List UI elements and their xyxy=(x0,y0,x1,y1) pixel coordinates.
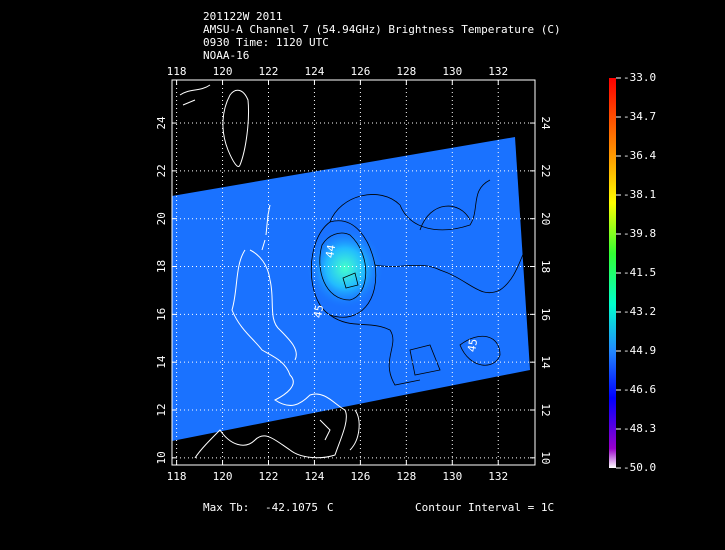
lon-label: 130 xyxy=(442,65,462,78)
lat-label: 12 xyxy=(155,403,168,416)
lon-label: 132 xyxy=(488,470,508,483)
colorbar-label: -44.9 xyxy=(623,344,656,357)
colorbar-label: -33.0 xyxy=(623,71,656,84)
lon-label: 118 xyxy=(167,65,187,78)
map-frame xyxy=(171,79,536,466)
coastlines xyxy=(179,84,360,459)
colorbar-label: -41.5 xyxy=(623,266,656,279)
lon-label: 124 xyxy=(305,65,325,78)
lat-label: 14 xyxy=(155,355,168,369)
colorbar-label: -46.6 xyxy=(623,383,656,396)
lon-label: 130 xyxy=(442,470,462,483)
lat-label: 12 xyxy=(539,403,552,416)
lon-label: 132 xyxy=(488,65,508,78)
colorbar-label: -38.1 xyxy=(623,188,656,201)
lat-label: 14 xyxy=(539,356,552,370)
footer-label: Max Tb: xyxy=(203,501,249,514)
map: 44 45 45 xyxy=(171,79,536,466)
footer-unit: C xyxy=(327,501,334,514)
footer-value: -42.1075 xyxy=(265,501,318,514)
contour-label: 44 xyxy=(323,243,338,259)
lat-label: 24 xyxy=(539,116,552,130)
colorbar-label: -34.7 xyxy=(623,110,656,123)
lon-label: 126 xyxy=(350,65,370,78)
title-line: 201122W 2011 xyxy=(203,10,282,23)
colorbar xyxy=(609,78,616,468)
lat-label: 24 xyxy=(155,116,168,130)
lat-label: 16 xyxy=(155,308,168,321)
colorbar-label: -43.2 xyxy=(623,305,656,318)
lat-label: 16 xyxy=(539,308,552,321)
colorbar-label: -50.0 xyxy=(623,461,656,474)
lat-label: 18 xyxy=(155,260,168,273)
title-line: 0930 Time: 1120 UTC xyxy=(203,36,329,49)
lat-label: 22 xyxy=(539,164,552,177)
lon-label: 120 xyxy=(213,65,233,78)
colorbar-label: -39.8 xyxy=(623,227,656,240)
lon-label: 122 xyxy=(259,65,279,78)
lat-label: 20 xyxy=(539,212,552,225)
colorbar-label: -36.4 xyxy=(623,149,656,162)
lon-label: 118 xyxy=(167,470,187,483)
lat-label: 20 xyxy=(155,212,168,225)
lat-label: 10 xyxy=(539,451,552,464)
colorbar-label: -48.3 xyxy=(623,422,656,435)
lon-label: 128 xyxy=(396,470,416,483)
footer-interval: Contour Interval = 1C xyxy=(415,501,554,514)
contour-label: 45 xyxy=(311,304,326,319)
lat-label: 10 xyxy=(155,451,168,464)
contour-labels: 44 45 45 xyxy=(311,243,480,353)
contour-label: 45 xyxy=(465,338,480,353)
lat-label: 22 xyxy=(155,164,168,177)
title-line: NOAA-16 xyxy=(203,49,249,62)
lon-label: 120 xyxy=(213,470,233,483)
warm-core xyxy=(307,228,383,308)
title-line: AMSU-A Channel 7 (54.94GHz) Brightness T… xyxy=(203,23,561,36)
contours xyxy=(311,179,526,386)
lon-label: 124 xyxy=(305,470,325,483)
lon-label: 126 xyxy=(350,470,370,483)
lon-label: 122 xyxy=(259,470,279,483)
lon-label: 128 xyxy=(396,65,416,78)
lat-label: 18 xyxy=(539,260,552,273)
